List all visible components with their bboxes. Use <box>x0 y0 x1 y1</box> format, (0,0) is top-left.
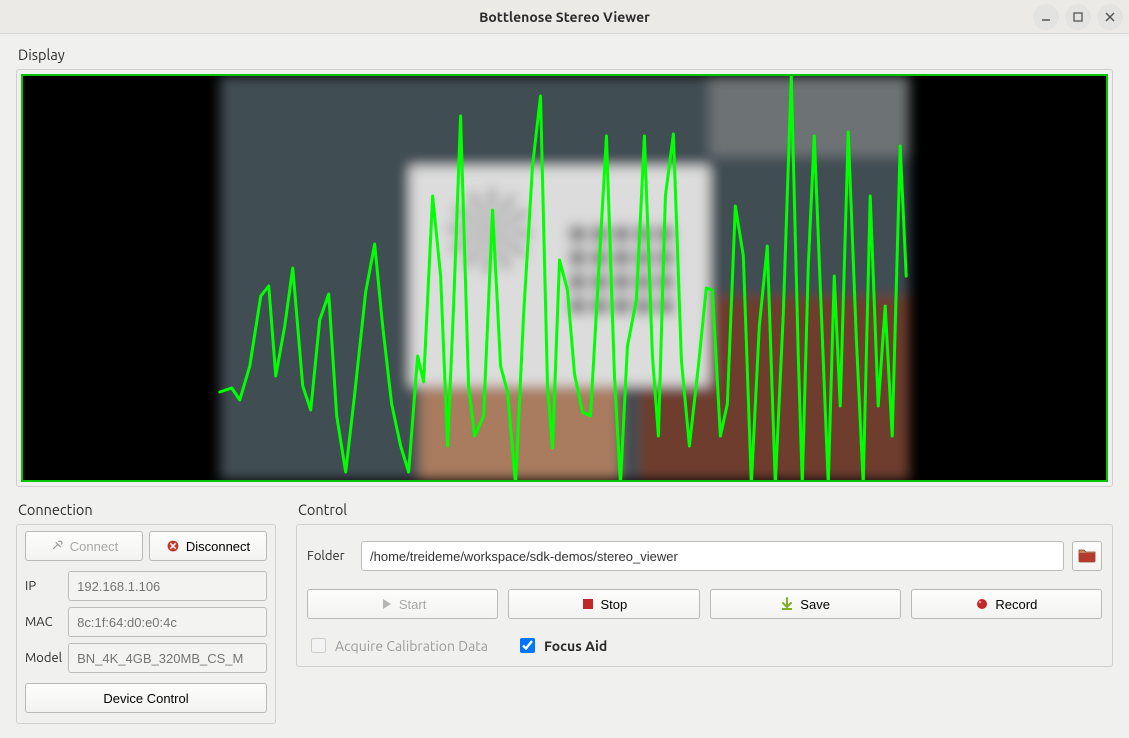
display-scene <box>23 76 1106 480</box>
connect-button[interactable]: Connect <box>25 531 143 561</box>
focus-aid-checkbox-wrap[interactable]: Focus Aid <box>516 635 607 656</box>
record-button-label: Record <box>995 597 1037 612</box>
acquire-calibration-checkbox[interactable] <box>311 638 326 653</box>
connect-icon <box>50 539 64 553</box>
focus-aid-label: Focus Aid <box>544 638 607 654</box>
display-canvas <box>21 74 1108 482</box>
control-group: Folder Start <box>296 524 1113 667</box>
mac-label: MAC <box>25 607 62 637</box>
connection-section-label: Connection <box>18 501 276 518</box>
close-button[interactable] <box>1097 4 1123 30</box>
ip-field[interactable] <box>68 571 267 601</box>
save-button-label: Save <box>800 597 830 612</box>
stop-button[interactable]: Stop <box>508 589 699 619</box>
stop-icon <box>581 597 595 611</box>
record-icon <box>975 597 989 611</box>
maximize-button[interactable] <box>1065 4 1091 30</box>
acquire-calibration-label: Acquire Calibration Data <box>335 638 488 654</box>
play-icon <box>379 597 393 611</box>
disconnect-button[interactable]: Disconnect <box>149 531 267 561</box>
model-label: Model <box>25 643 62 673</box>
stop-button-label: Stop <box>601 597 628 612</box>
folder-field[interactable] <box>361 541 1064 571</box>
model-field[interactable] <box>68 643 267 673</box>
start-button-label: Start <box>399 597 426 612</box>
disconnect-button-label: Disconnect <box>186 539 250 554</box>
record-button[interactable]: Record <box>911 589 1102 619</box>
download-icon <box>780 597 794 611</box>
titlebar: Bottlenose Stereo Viewer <box>0 0 1129 34</box>
ip-label: IP <box>25 571 62 601</box>
connection-group: Connect Disconnect IP MAC <box>16 524 276 724</box>
device-control-button[interactable]: Device Control <box>25 683 267 713</box>
save-button[interactable]: Save <box>710 589 901 619</box>
close-icon <box>1103 10 1117 24</box>
maximize-icon <box>1071 10 1085 24</box>
window-buttons <box>1033 4 1123 30</box>
display-group <box>16 69 1113 487</box>
display-section-label: Display <box>18 46 1113 63</box>
device-control-button-label: Device Control <box>103 691 188 706</box>
window-title: Bottlenose Stereo Viewer <box>479 9 650 25</box>
minimize-icon <box>1039 10 1053 24</box>
start-button[interactable]: Start <box>307 589 498 619</box>
minimize-button[interactable] <box>1033 4 1059 30</box>
control-section-label: Control <box>298 501 1113 518</box>
folder-icon <box>1078 547 1096 566</box>
acquire-calibration-checkbox-wrap[interactable]: Acquire Calibration Data <box>307 635 488 656</box>
mac-field[interactable] <box>68 607 267 637</box>
focus-aid-checkbox[interactable] <box>520 638 535 653</box>
folder-browse-button[interactable] <box>1072 541 1102 571</box>
folder-label: Folder <box>307 549 353 563</box>
connect-button-label: Connect <box>70 539 118 554</box>
disconnect-icon <box>166 539 180 553</box>
